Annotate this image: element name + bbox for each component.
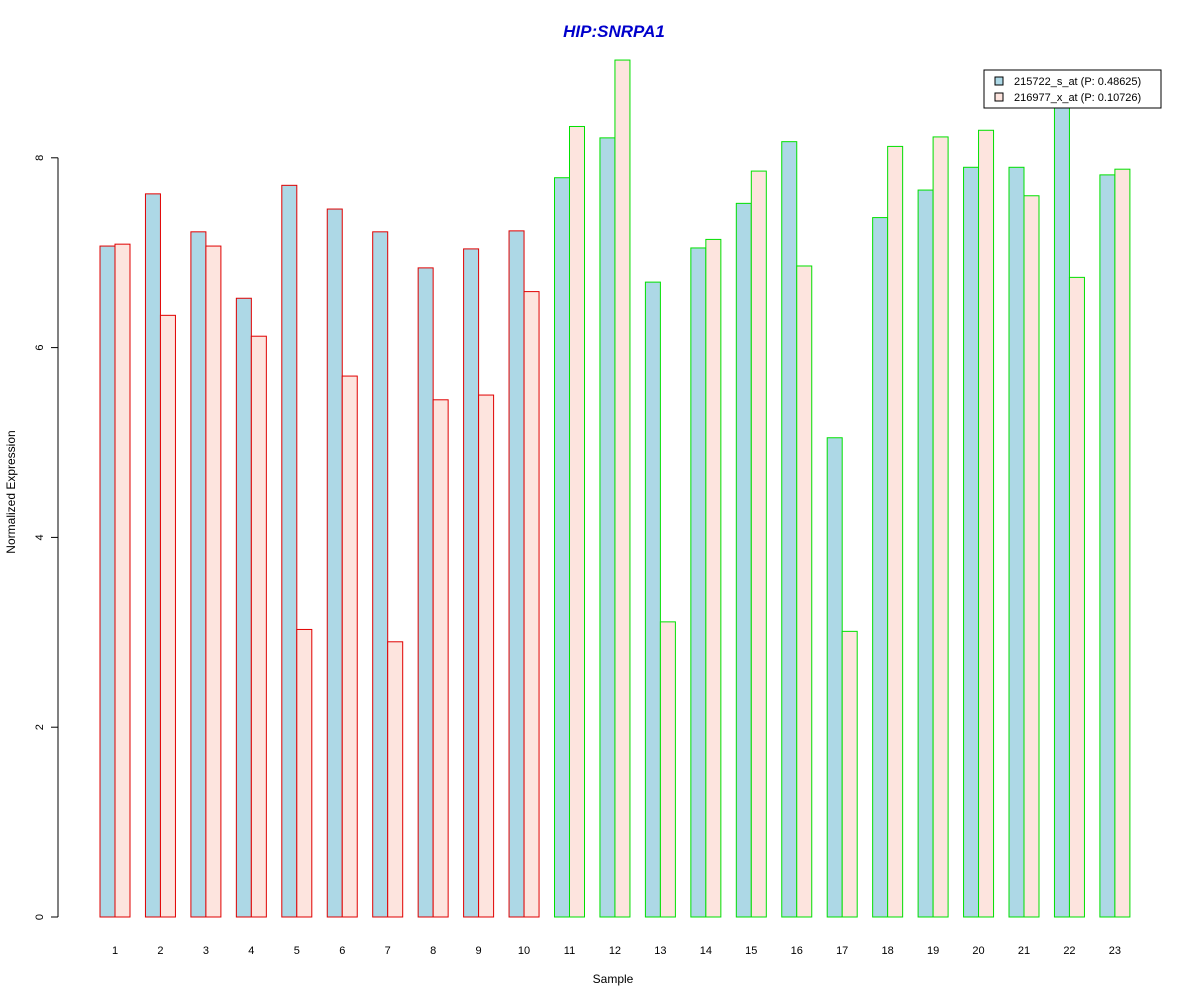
x-axis-label: Sample (593, 972, 634, 986)
bar (1023, 195, 1040, 918)
x-tick-label: 4 (248, 945, 254, 957)
bar (1114, 168, 1131, 918)
bar (159, 314, 176, 918)
bars (99, 59, 1131, 918)
bar (750, 170, 767, 918)
x-tick-label: 17 (836, 945, 848, 957)
bar (432, 399, 449, 918)
bar (205, 245, 222, 918)
bar (281, 184, 298, 918)
x-tick-label: 20 (972, 945, 984, 957)
bar (554, 177, 570, 918)
x-tick-label: 14 (700, 945, 712, 957)
x-tick-label: 9 (476, 945, 482, 957)
x-tick-label: 10 (518, 945, 530, 957)
y-tick-label: 8 (34, 155, 46, 161)
x-tick-label: 2 (157, 945, 163, 957)
bar (644, 281, 661, 918)
x-tick-label: 15 (745, 945, 757, 957)
bar (326, 208, 343, 918)
bar (190, 231, 207, 918)
bar (841, 630, 858, 918)
bar (1099, 174, 1116, 918)
bar (932, 136, 949, 918)
bar (372, 231, 389, 918)
legend-swatch (994, 92, 1004, 102)
bar (796, 265, 813, 918)
bar (872, 217, 889, 918)
x-axis-labels: 1 2 3 4 5 6 7 8 9 10 11 12 13 14 15 16 17 18 19 20 21 22 23 (112, 945, 1121, 957)
legend-label: 215722_s_at (P: 0.48625) (1014, 76, 1141, 88)
bar (659, 621, 676, 918)
x-tick-label: 1 (112, 945, 118, 957)
bar (508, 230, 525, 918)
bar (523, 291, 540, 918)
bar (144, 193, 161, 918)
bar (690, 247, 707, 918)
x-tick-label: 13 (654, 945, 666, 957)
bar (235, 297, 252, 918)
bar (599, 137, 616, 918)
x-tick-label: 11 (564, 945, 575, 957)
x-tick-label: 7 (385, 945, 391, 957)
x-tick-label: 5 (294, 945, 300, 957)
x-tick-label: 16 (791, 945, 803, 957)
bar (826, 437, 843, 918)
y-tick-label: 6 (34, 345, 46, 351)
x-tick-label: 12 (609, 945, 621, 957)
x-tick-label: 6 (339, 945, 345, 957)
legend-swatch (994, 76, 1004, 86)
bar (781, 141, 798, 918)
bar (463, 248, 480, 918)
bar (387, 641, 404, 918)
bar (887, 145, 904, 918)
bar (296, 628, 313, 918)
bar (417, 267, 434, 918)
legend-box (983, 69, 1162, 109)
chart-title: HIP:SNRPA1 (563, 22, 665, 41)
x-tick-label: 22 (1063, 945, 1075, 957)
x-tick-label: 19 (927, 945, 939, 957)
x-tick-label: 21 (1018, 945, 1030, 957)
legend: 215722_s_at (P: 0.48625) 216977_x_at (P: … (983, 69, 1162, 109)
bar (735, 202, 752, 918)
bar (978, 129, 995, 918)
bar (963, 166, 980, 918)
bar (569, 125, 585, 918)
bar (614, 59, 631, 918)
y-axis-label: Normalized Expression (4, 430, 18, 553)
bar (250, 335, 267, 918)
x-tick-label: 18 (882, 945, 894, 957)
bar (1008, 166, 1025, 918)
bar (114, 243, 131, 918)
legend-label: 216977_x_at (P: 0.10726) (1014, 92, 1141, 104)
bar (341, 375, 358, 918)
bar (478, 394, 495, 918)
bar (99, 245, 116, 918)
y-tick-label: 4 (34, 534, 46, 540)
y-tick-label: 0 (34, 914, 46, 920)
y-tick-label: 2 (34, 724, 46, 730)
x-tick-label: 8 (430, 945, 436, 957)
bar (1068, 276, 1085, 918)
x-tick-label: 3 (203, 945, 209, 957)
bar (1053, 105, 1070, 918)
bar (705, 238, 722, 918)
x-tick-label: 23 (1109, 945, 1121, 957)
bar (917, 189, 934, 918)
y-axis: 0 2 4 6 8 (34, 155, 59, 920)
